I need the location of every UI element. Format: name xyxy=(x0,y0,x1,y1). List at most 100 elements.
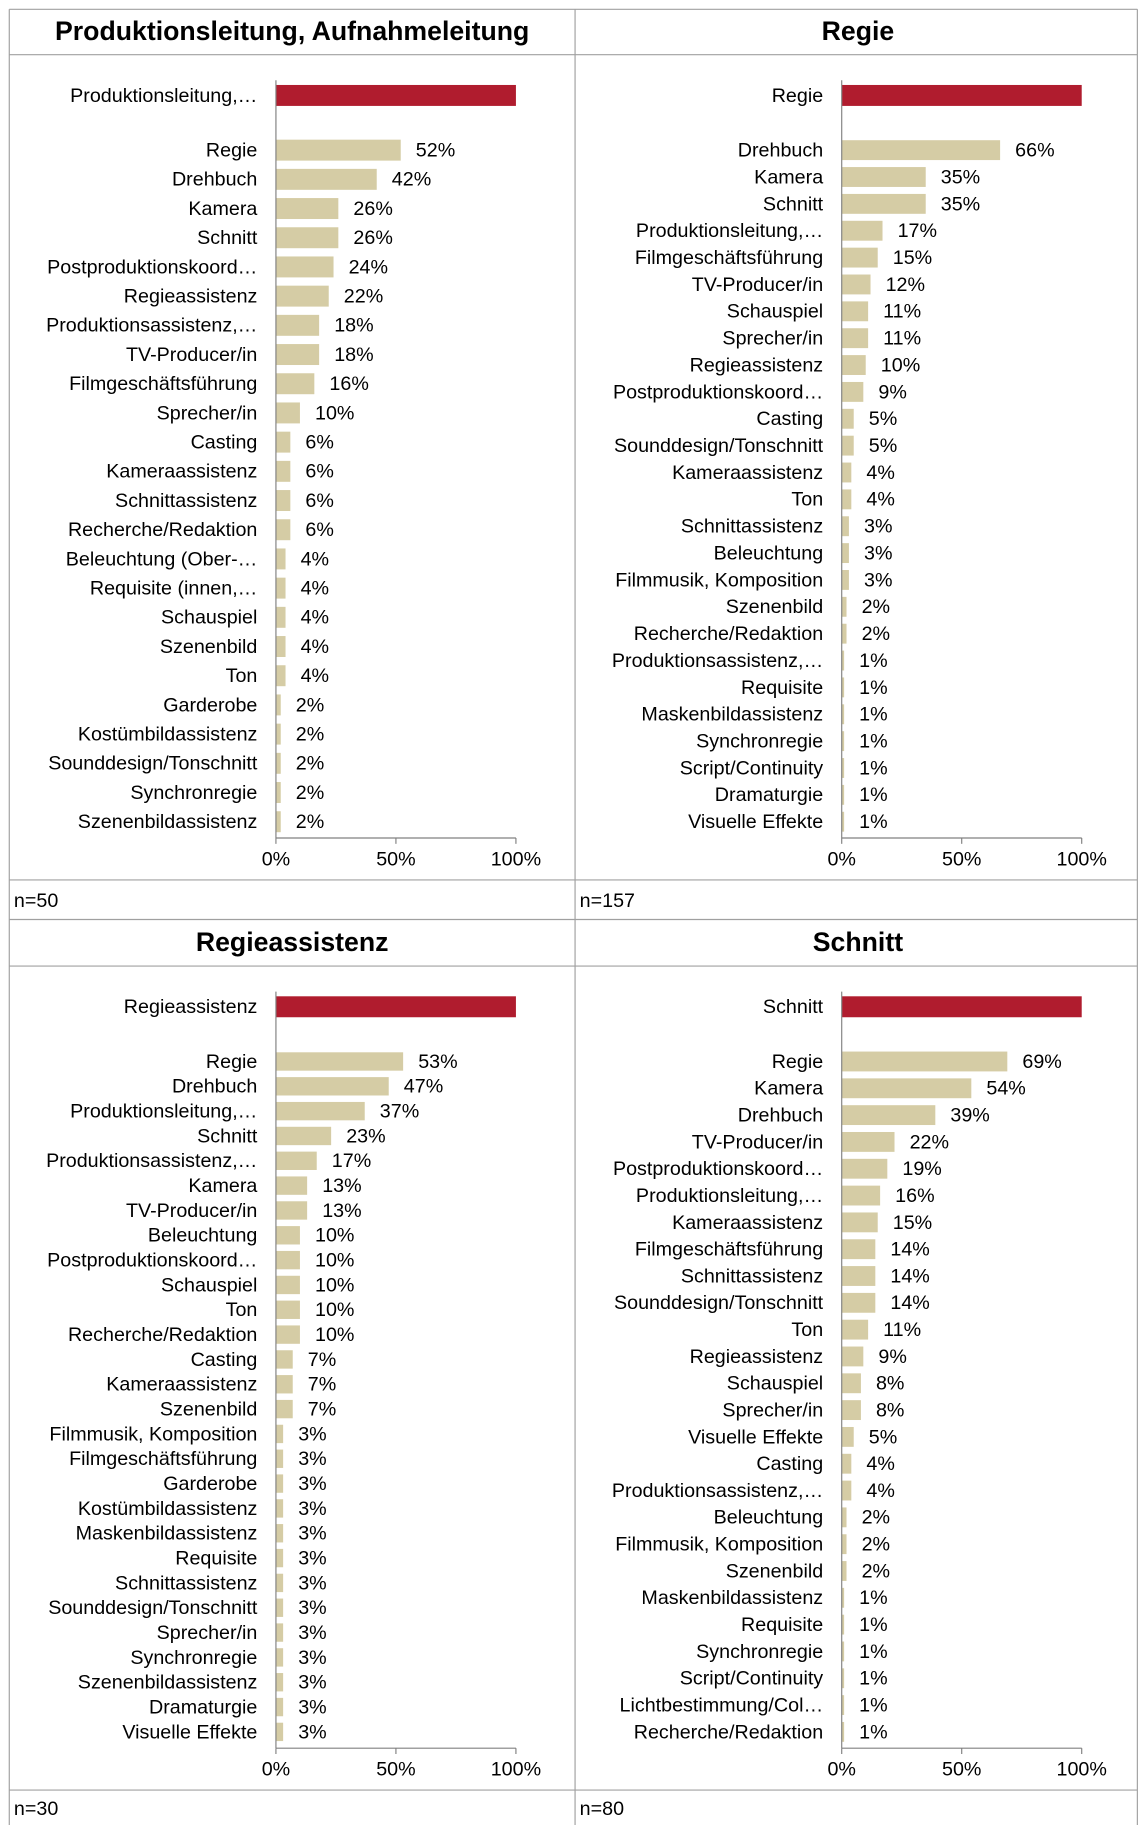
category-label: Garderobe xyxy=(163,694,257,716)
value-label: 1% xyxy=(859,811,887,833)
category-label: Maskenbildassistenz xyxy=(641,1587,823,1609)
category-label: Produktionsassistenz,… xyxy=(46,315,257,337)
bar xyxy=(275,1101,365,1121)
bar xyxy=(841,1078,972,1099)
category-label: Schauspiel xyxy=(161,1274,257,1296)
category-label: Filmmusik, Komposition xyxy=(49,1423,257,1445)
category-label: Sounddesign/Tonschnitt xyxy=(614,1292,824,1314)
bar xyxy=(275,1424,284,1444)
category-label: Schauspiel xyxy=(161,607,257,629)
value-label: 52% xyxy=(416,140,455,162)
sample-size: n=30 xyxy=(14,1798,58,1820)
value-label: 1% xyxy=(859,677,887,699)
value-label: 3% xyxy=(298,1696,326,1718)
value-label: 7% xyxy=(308,1374,336,1396)
category-label: Kameraassistenz xyxy=(672,1212,823,1234)
bar xyxy=(841,623,847,644)
value-label: 16% xyxy=(329,373,368,395)
category-label: Maskenbildassistenz xyxy=(76,1523,258,1545)
category-label: Requisite xyxy=(741,1614,823,1636)
bar xyxy=(275,1176,308,1195)
x-tick-label: 0% xyxy=(827,848,855,870)
value-label: 2% xyxy=(296,753,324,775)
bar xyxy=(841,784,845,805)
category-label: Filmgeschäftsführung xyxy=(69,1448,257,1470)
category-label: Synchronregie xyxy=(696,730,823,752)
value-label: 39% xyxy=(950,1104,989,1126)
value-label: 3% xyxy=(298,1498,326,1520)
x-tick-label: 100% xyxy=(491,848,541,870)
category-label: Visuelle Effekte xyxy=(688,811,823,833)
category-label: Regie xyxy=(206,140,257,162)
category-label: Recherche/Redaktion xyxy=(634,1721,823,1743)
category-label: Postproduktionskoord… xyxy=(613,1158,823,1180)
category-label: Szenenbild xyxy=(160,1398,257,1420)
category-label: Synchronregie xyxy=(696,1641,823,1663)
bar xyxy=(841,1132,895,1152)
category-label: Schnittassistenz xyxy=(681,516,823,538)
value-label: 26% xyxy=(353,227,392,249)
value-label: 10% xyxy=(315,1324,354,1346)
category-label: Postproduktionskoord… xyxy=(613,381,823,403)
bar xyxy=(841,1346,864,1367)
category-label: Casting xyxy=(756,1453,823,1475)
category-label: Szenenbildassistenz xyxy=(78,1672,258,1694)
bar xyxy=(841,1185,881,1206)
sample-size: n=157 xyxy=(580,890,635,912)
bar xyxy=(275,139,401,161)
category-label: Visuelle Effekte xyxy=(688,1426,823,1448)
value-label: 1% xyxy=(859,1641,887,1663)
bar xyxy=(841,355,866,375)
category-label: Sprecher/in xyxy=(157,402,258,424)
x-tick-label: 0% xyxy=(827,1758,855,1780)
bar xyxy=(841,596,847,617)
bar xyxy=(275,1325,300,1344)
bar xyxy=(841,193,926,214)
bar xyxy=(841,996,1082,1018)
value-label: 5% xyxy=(869,1426,897,1448)
value-label: 4% xyxy=(301,548,329,570)
sample-size: n=50 xyxy=(14,890,58,912)
bar xyxy=(841,516,849,537)
category-label: TV-Producer/in xyxy=(126,1200,257,1222)
bar xyxy=(275,1300,300,1319)
category-label: Kameraassistenz xyxy=(672,462,823,484)
value-label: 1% xyxy=(859,784,887,806)
bar xyxy=(275,402,300,424)
category-label: Schnittassistenz xyxy=(681,1265,823,1287)
chart-title: Regie xyxy=(822,16,895,46)
category-label: Produktionsassistenz,… xyxy=(612,1480,823,1502)
category-label: Maskenbildassistenz xyxy=(641,704,823,726)
value-label: 4% xyxy=(301,607,329,629)
value-label: 9% xyxy=(878,1346,906,1368)
value-label: 3% xyxy=(298,1473,326,1495)
chart-title: Schnitt xyxy=(813,927,903,957)
bar xyxy=(841,1105,936,1126)
x-tick-label: 50% xyxy=(376,1758,415,1780)
value-label: 5% xyxy=(869,408,897,430)
value-label: 19% xyxy=(902,1158,941,1180)
x-tick-label: 50% xyxy=(376,848,415,870)
value-label: 10% xyxy=(315,1274,354,1296)
bar xyxy=(841,381,864,402)
value-label: 4% xyxy=(866,462,894,484)
bar xyxy=(841,1641,845,1662)
bar xyxy=(841,1507,847,1528)
category-label: Sprecher/in xyxy=(722,328,823,350)
bar xyxy=(841,1239,876,1260)
category-label: Script/Continuity xyxy=(680,1668,824,1690)
value-label: 6% xyxy=(305,431,333,453)
bar xyxy=(841,301,869,322)
category-label: Schnitt xyxy=(197,1125,258,1147)
x-tick-label: 100% xyxy=(491,1758,541,1780)
category-label: Sprecher/in xyxy=(722,1399,823,1421)
value-label: 3% xyxy=(298,1597,326,1619)
value-label: 8% xyxy=(876,1399,904,1421)
value-label: 3% xyxy=(298,1572,326,1594)
bar xyxy=(841,543,849,564)
value-label: 14% xyxy=(890,1292,929,1314)
bar xyxy=(275,1350,293,1369)
bar xyxy=(841,1319,869,1340)
value-label: 3% xyxy=(298,1647,326,1669)
